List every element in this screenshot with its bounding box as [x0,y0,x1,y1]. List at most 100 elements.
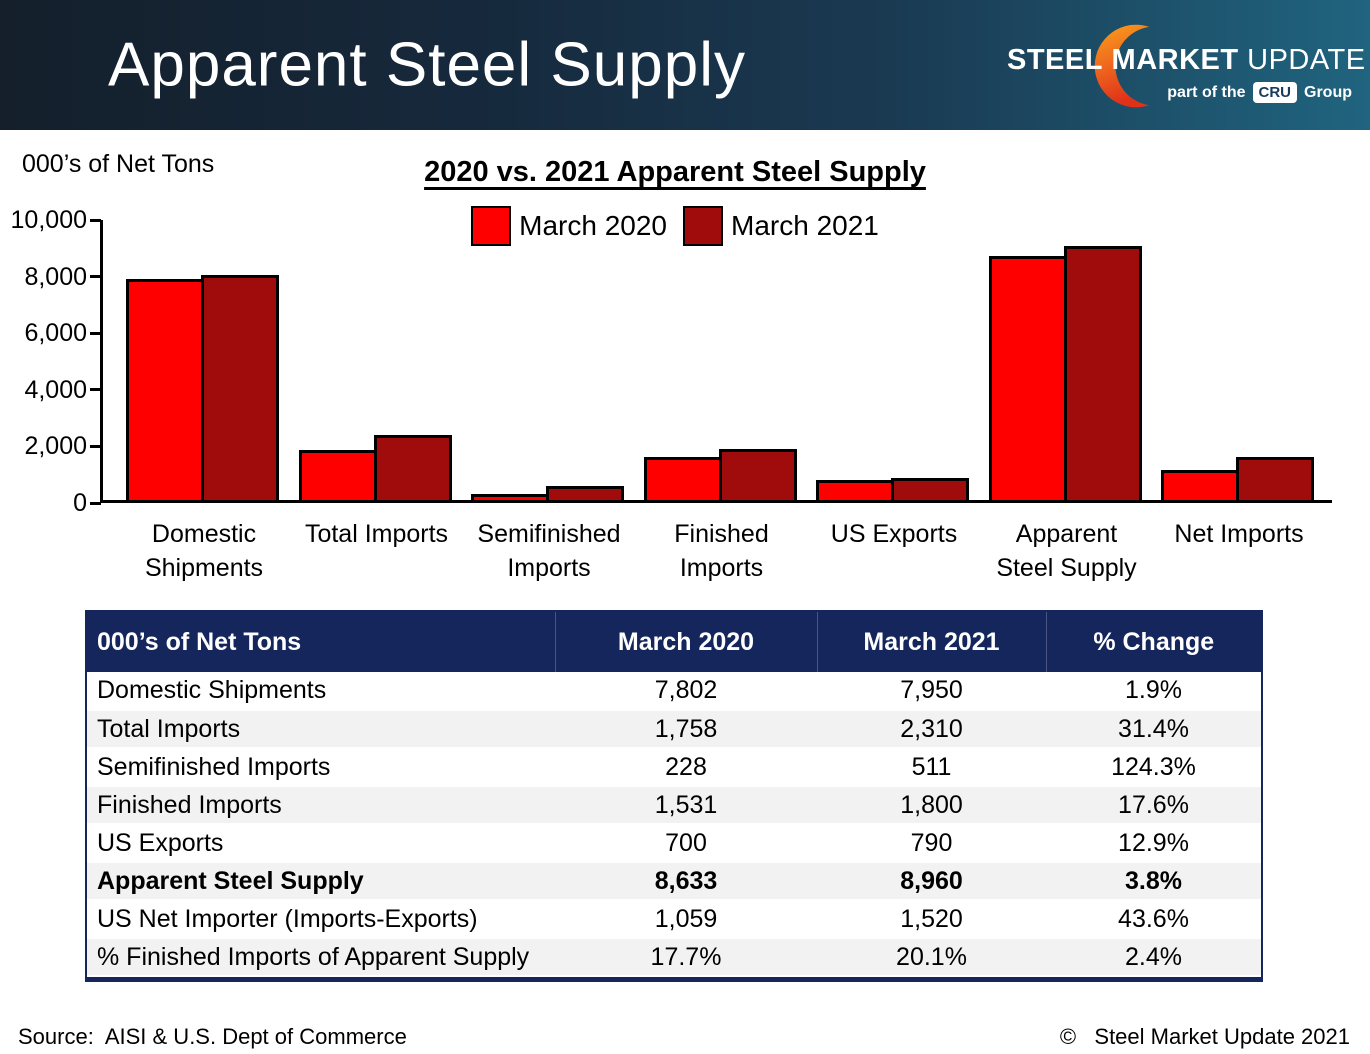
x-category-label: Domestic Shipments [144,520,264,582]
col-header-march-2021: March 2021 [817,612,1047,672]
summary-table-body: Domestic Shipments 7,802 7,950 1.9% Total Im… [87,672,1261,977]
col-header-pct-change: % Change [1046,612,1261,672]
y-tick-label: 0 [73,489,87,517]
table-row: Total Imports 1,758 2,310 31.4% [87,710,1261,749]
x-category-label: Finished Imports [674,520,769,582]
tagline-prefix: part of the [1167,83,1246,101]
table-cell-change: 3.8% [1046,862,1261,901]
page-title: Apparent Steel Supply [108,30,746,100]
legend-item: March 2020 [471,206,667,246]
legend-swatch [471,206,512,246]
plot-area: 0 2,000 4,000 6,000 8,000 10,000 Domestic Ship… [11,206,1332,582]
y-tick-label: 10,000 [10,206,87,234]
bar-march-2021 [1063,246,1142,500]
y-tick-label: 8,000 [24,262,87,291]
table-cell-m2020: 7,802 [555,672,817,711]
table-cell-m2021: 1,800 [817,786,1046,825]
table-cell-label: Semifinished Imports [87,748,555,787]
table-row: % Finished Imports of Apparent Supply 17.… [87,938,1261,977]
logo-word-steel: STEEL [1007,44,1103,76]
x-category-label: Net Imports [1174,520,1304,548]
table-cell-change: 2.4% [1046,938,1261,977]
x-category-label: Total Imports [304,520,449,548]
bar-march-2021 [891,478,969,500]
legend-label: March 2021 [731,210,879,241]
table-cell-label: Domestic Shipments [87,672,555,711]
table-row: Finished Imports 1,531 1,800 17.6% [87,786,1261,825]
table-row: Apparent Steel Supply 8,633 8,960 3.8% [87,862,1261,901]
table-cell-label: Total Imports [87,710,555,749]
y-axis-tick [90,218,101,222]
summary-table-container: 000’s of Net Tons March 2020 March 2021 … [85,610,1263,982]
smu-logo: STEEL MARKET UPDATE part of the CRU Grou… [1007,14,1365,118]
table-cell-change: 31.4% [1046,710,1261,749]
y-axis-tick [90,331,101,335]
table-cell-m2020: 700 [555,824,817,863]
table-cell-label: % Finished Imports of Apparent Supply [87,938,555,977]
bar-march-2021 [1236,457,1314,500]
chart-section: 000’s of Net Tons 2020 vs. 2021 Apparent… [0,130,1370,608]
table-cell-label: US Net Importer (Imports-Exports) [87,900,555,939]
crescent-moon-icon [1094,24,1150,108]
table-cell-m2020: 1,758 [555,710,817,749]
y-axis-tick [90,388,101,392]
y-axis-units-label: 000’s of Net Tons [22,150,215,178]
bar-march-2021 [546,486,624,500]
bar-march-2021 [373,435,452,500]
bar-group [298,435,455,500]
footer-source: Source: AISI & U.S. Dept of Commerce [18,1024,407,1049]
table-cell-m2020: 228 [555,748,817,787]
table-cell-label: Apparent Steel Supply [87,862,555,901]
table-cell-change: 12.9% [1046,824,1261,863]
y-tick-label: 6,000 [24,319,87,348]
bar-march-2020 [816,480,894,500]
header-band: Apparent Steel Supply STEEL MARKET UPDAT… [0,0,1370,130]
bar-group [126,275,282,500]
y-tick-label: 4,000 [24,375,87,404]
bar-march-2020 [471,494,549,500]
table-cell-m2021: 8,960 [817,862,1046,901]
table-row: Domestic Shipments 7,802 7,950 1.9% [87,672,1261,711]
table-cell-change: 124.3% [1046,748,1261,787]
chart-legend: March 2020 March 2021 [0,206,1350,246]
bar-march-2020 [1161,470,1239,500]
bar-march-2020 [643,457,722,500]
table-cell-label: Finished Imports [87,786,555,825]
table-row: US Net Importer (Imports-Exports) 1,059 1,… [87,900,1261,939]
footer-copyright: © Steel Market Update 2021 [1059,1024,1350,1049]
col-header-units: 000’s of Net Tons [87,612,556,672]
table-cell-label: US Exports [87,824,555,863]
table-cell-m2021: 2,310 [817,710,1046,749]
bar-march-2021 [718,449,797,500]
table-cell-m2020: 1,059 [555,900,817,939]
table-row: US Exports 700 790 12.9% [87,824,1261,863]
bar-group [643,449,800,500]
chart-title: 2020 vs. 2021 Apparent Steel Supply [424,156,926,188]
x-category-label: Semifinished Imports [477,520,621,582]
col-header-march-2020: March 2020 [555,612,818,672]
y-axis-tick [90,444,101,448]
logo-word-market: MARKET [1111,44,1239,76]
table-cell-m2020: 17.7% [555,938,817,977]
y-axis-tick [90,501,101,505]
table-cell-change: 1.9% [1046,672,1261,711]
table-cell-m2021: 511 [817,748,1046,787]
x-category-label: Apparent Steel Supply [996,520,1137,582]
y-axis-tick [90,275,101,279]
legend-label: March 2020 [519,210,667,241]
tagline-suffix: Group [1304,83,1352,101]
cru-badge: CRU [1252,82,1297,103]
bar-march-2020 [298,450,377,500]
logo-word-update: UPDATE [1247,44,1366,76]
table-cell-m2021: 20.1% [817,938,1046,977]
table-header-row: 000’s of Net Tons March 2020 March 2021 … [87,612,1261,672]
table-cell-m2020: 8,633 [555,862,817,901]
bar-march-2020 [988,256,1067,500]
summary-table: 000’s of Net Tons March 2020 March 2021 … [87,612,1261,977]
table-row: Semifinished Imports 228 511 124.3% [87,748,1261,787]
table-cell-m2020: 1,531 [555,786,817,825]
bar-group [1161,457,1317,500]
table-cell-change: 43.6% [1046,900,1261,939]
bar-group [988,246,1145,500]
